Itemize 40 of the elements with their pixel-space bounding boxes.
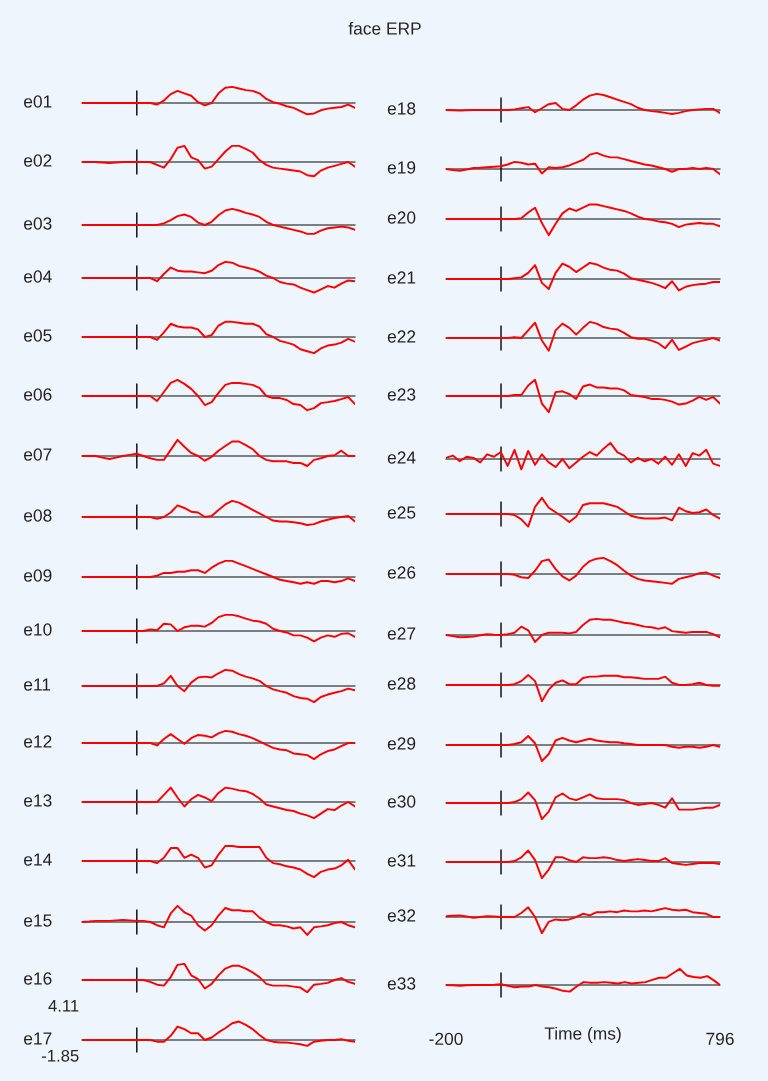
series-label: e32: [387, 909, 416, 922]
series-label: e04: [24, 270, 52, 283]
series-label: e11: [24, 678, 51, 691]
series-label: e22: [387, 330, 416, 343]
series-label: e28: [387, 677, 416, 690]
series-label: e05: [24, 329, 52, 342]
series-label: e10: [24, 623, 52, 636]
series-label: e09: [24, 569, 52, 582]
series-label: e26: [387, 566, 416, 579]
x-axis-title: Time (ms): [544, 1026, 621, 1044]
series-label: e08: [24, 509, 52, 522]
y-tick-label: 4.11: [48, 1000, 79, 1012]
series-label: e13: [24, 794, 52, 807]
series-label: e29: [387, 737, 416, 750]
series-label: e23: [387, 388, 416, 401]
series-label: e15: [24, 914, 52, 927]
line-series: [82, 1020, 355, 1047]
series-label: e33: [387, 977, 416, 990]
series-label: e27: [387, 627, 416, 640]
series-label: e02: [24, 154, 52, 167]
series-label: e19: [387, 161, 416, 174]
series-label: e21: [387, 271, 416, 284]
series-label: e14: [24, 853, 52, 866]
chart-title: face ERP: [348, 21, 421, 35]
series-label: e16: [24, 972, 52, 985]
series-label: e12: [24, 735, 52, 748]
series-label: e06: [24, 388, 52, 401]
y-tick-label: -1.85: [41, 1049, 79, 1062]
x-tick-label: -200: [429, 1032, 463, 1045]
series-label: e07: [24, 448, 52, 461]
series-label: e24: [387, 451, 416, 464]
series-label: e17: [24, 1032, 52, 1045]
series-label: e31: [387, 854, 416, 867]
series-label: e18: [387, 102, 416, 115]
series-label: e01: [24, 95, 52, 108]
series-label: e20: [387, 211, 416, 224]
series-label: e03: [24, 217, 52, 230]
series-label: e25: [387, 506, 416, 519]
series-label: e30: [387, 795, 416, 808]
x-tick-label: 796: [706, 1032, 734, 1045]
